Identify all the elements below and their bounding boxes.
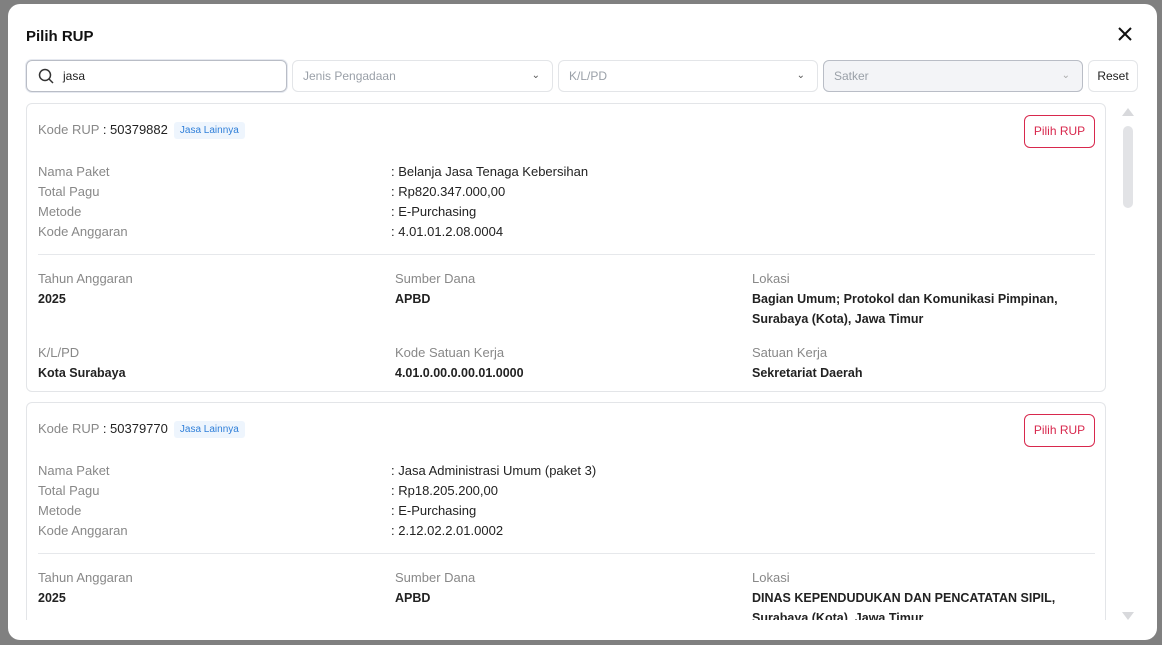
total-pagu-row: Total Pagu: Rp18.205.200,00 — [38, 483, 498, 498]
kode-rup: Kode RUP : 50379882 Jasa Lainnya — [38, 122, 245, 139]
lokasi: Lokasi Bagian Umum; Protokol dan Komunika… — [752, 271, 1058, 326]
rup-list: Kode RUP : 50379882 Jasa Lainnya Pilih RU… — [26, 103, 1106, 620]
sumber-dana: Sumber Dana APBD — [395, 271, 476, 306]
pilih-rup-modal: Pilih RUP jasa Jenis Pengadaan ⌄ K/L/PD ⌄ … — [8, 4, 1157, 640]
scrollbar-thumb[interactable] — [1123, 126, 1133, 208]
search-value: jasa — [63, 69, 86, 83]
modal-title: Pilih RUP — [26, 28, 94, 45]
rup-card: Kode RUP : 50379770 Jasa Lainnya Pilih RU… — [26, 402, 1106, 620]
nama-paket-row: Nama Paket: Belanja Jasa Tenaga Kebersih… — [38, 164, 589, 179]
kode-rup: Kode RUP : 50379770 Jasa Lainnya — [38, 421, 245, 438]
jenis-badge: Jasa Lainnya — [173, 122, 245, 139]
pilih-rup-button[interactable]: Pilih RUP — [1024, 115, 1095, 148]
tahun-anggaran: Tahun Anggaran 2025 — [38, 271, 133, 306]
metode-row: Metode: E-Purchasing — [38, 503, 477, 518]
lokasi: Lokasi DINAS KEPENDUDUKAN DAN PENCATATAN … — [752, 570, 1056, 620]
klpd-select[interactable]: K/L/PD ⌄ — [558, 60, 818, 92]
tahun-anggaran: Tahun Anggaran 2025 — [38, 570, 133, 605]
divider — [38, 254, 1095, 255]
kode-satuan-kerja: Kode Satuan Kerja 4.01.0.00.0.00.01.0000 — [395, 345, 524, 380]
kode-anggaran-row: Kode Anggaran: 2.12.02.2.01.0002 — [38, 523, 504, 538]
scroll-up-icon[interactable] — [1122, 108, 1134, 116]
satker-placeholder: Satker — [834, 69, 869, 83]
satuan-kerja: Satuan Kerja Sekretariat Daerah — [752, 345, 863, 380]
pilih-rup-button[interactable]: Pilih RUP — [1024, 414, 1095, 447]
scrollbar[interactable] — [1121, 108, 1135, 622]
metode-row: Metode: E-Purchasing — [38, 204, 477, 219]
reset-button[interactable]: Reset — [1088, 60, 1138, 92]
jenis-placeholder: Jenis Pengadaan — [303, 69, 396, 83]
kode-anggaran-row: Kode Anggaran: 4.01.01.2.08.0004 — [38, 224, 504, 239]
klpd-placeholder: K/L/PD — [569, 69, 608, 83]
search-icon — [38, 68, 54, 84]
scroll-down-icon[interactable] — [1122, 612, 1134, 620]
klpd: K/L/PD Kota Surabaya — [38, 345, 126, 380]
close-icon[interactable] — [1115, 24, 1135, 44]
search-input[interactable]: jasa — [26, 60, 287, 92]
divider — [38, 553, 1095, 554]
chevron-down-icon: ⌄ — [531, 70, 540, 81]
total-pagu-row: Total Pagu: Rp820.347.000,00 — [38, 184, 506, 199]
nama-paket-row: Nama Paket: Jasa Administrasi Umum (pake… — [38, 463, 597, 478]
jenis-pengadaan-select[interactable]: Jenis Pengadaan ⌄ — [292, 60, 553, 92]
rup-card: Kode RUP : 50379882 Jasa Lainnya Pilih RU… — [26, 103, 1106, 392]
jenis-badge: Jasa Lainnya — [173, 421, 245, 438]
chevron-down-icon: ⌄ — [1061, 70, 1070, 81]
sumber-dana: Sumber Dana APBD — [395, 570, 476, 605]
satker-select[interactable]: Satker ⌄ — [823, 60, 1083, 92]
chevron-down-icon: ⌄ — [796, 70, 805, 81]
